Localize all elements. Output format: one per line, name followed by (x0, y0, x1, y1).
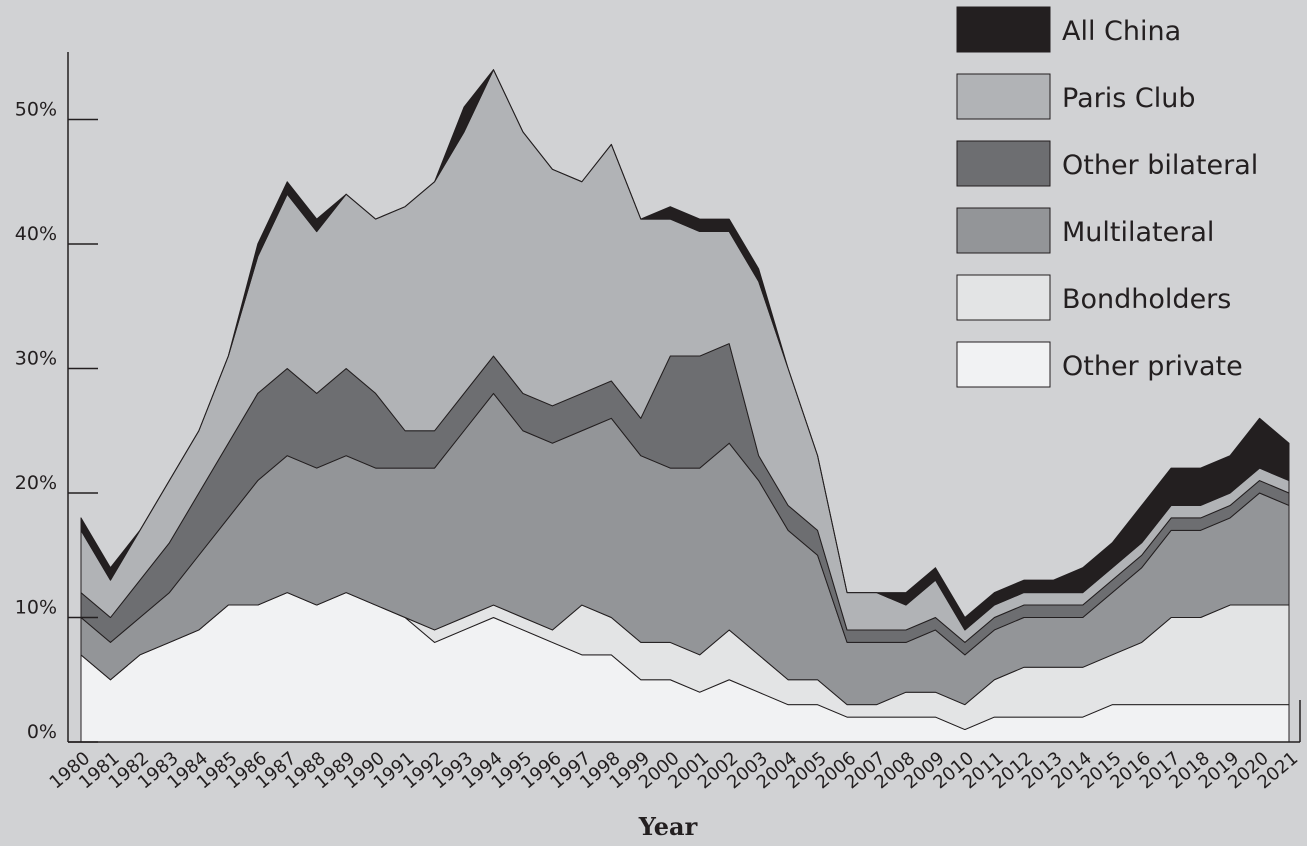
x-axis-title: Year (638, 812, 698, 841)
legend-swatch-multilateral (956, 207, 1051, 254)
legend-swatch-bondholders (956, 274, 1051, 321)
y-tick-label: 30% (15, 348, 57, 370)
legend-label-bondholders: Bondholders (1062, 284, 1231, 315)
y-tick-label: 0% (27, 721, 57, 743)
legend: All China Paris Club Other bilateral Multil… (956, 6, 1258, 388)
legend-label-all-china: All China (1062, 16, 1181, 47)
legend-label-other-private: Other private (1062, 351, 1243, 382)
legend-label-multilateral: Multilateral (1062, 217, 1214, 248)
y-tick-label: 50% (15, 99, 57, 121)
legend-swatch-other-private (956, 341, 1051, 388)
legend-label-paris-club: Paris Club (1062, 83, 1195, 114)
legend-swatch-other-bilateral (956, 140, 1051, 187)
y-axis: 0% 10% 20% 30% 40% 50% (15, 52, 98, 743)
legend-swatch-all-china (956, 6, 1051, 53)
area-all-china (80, 69, 1290, 631)
area-series-group (80, 69, 1290, 743)
y-tick-label: 20% (15, 472, 57, 494)
legend-label-other-bilateral: Other bilateral (1062, 150, 1258, 181)
y-tick-label: 40% (15, 223, 57, 245)
legend-swatch-paris-club (956, 73, 1051, 120)
y-tick-label: 10% (15, 597, 57, 619)
